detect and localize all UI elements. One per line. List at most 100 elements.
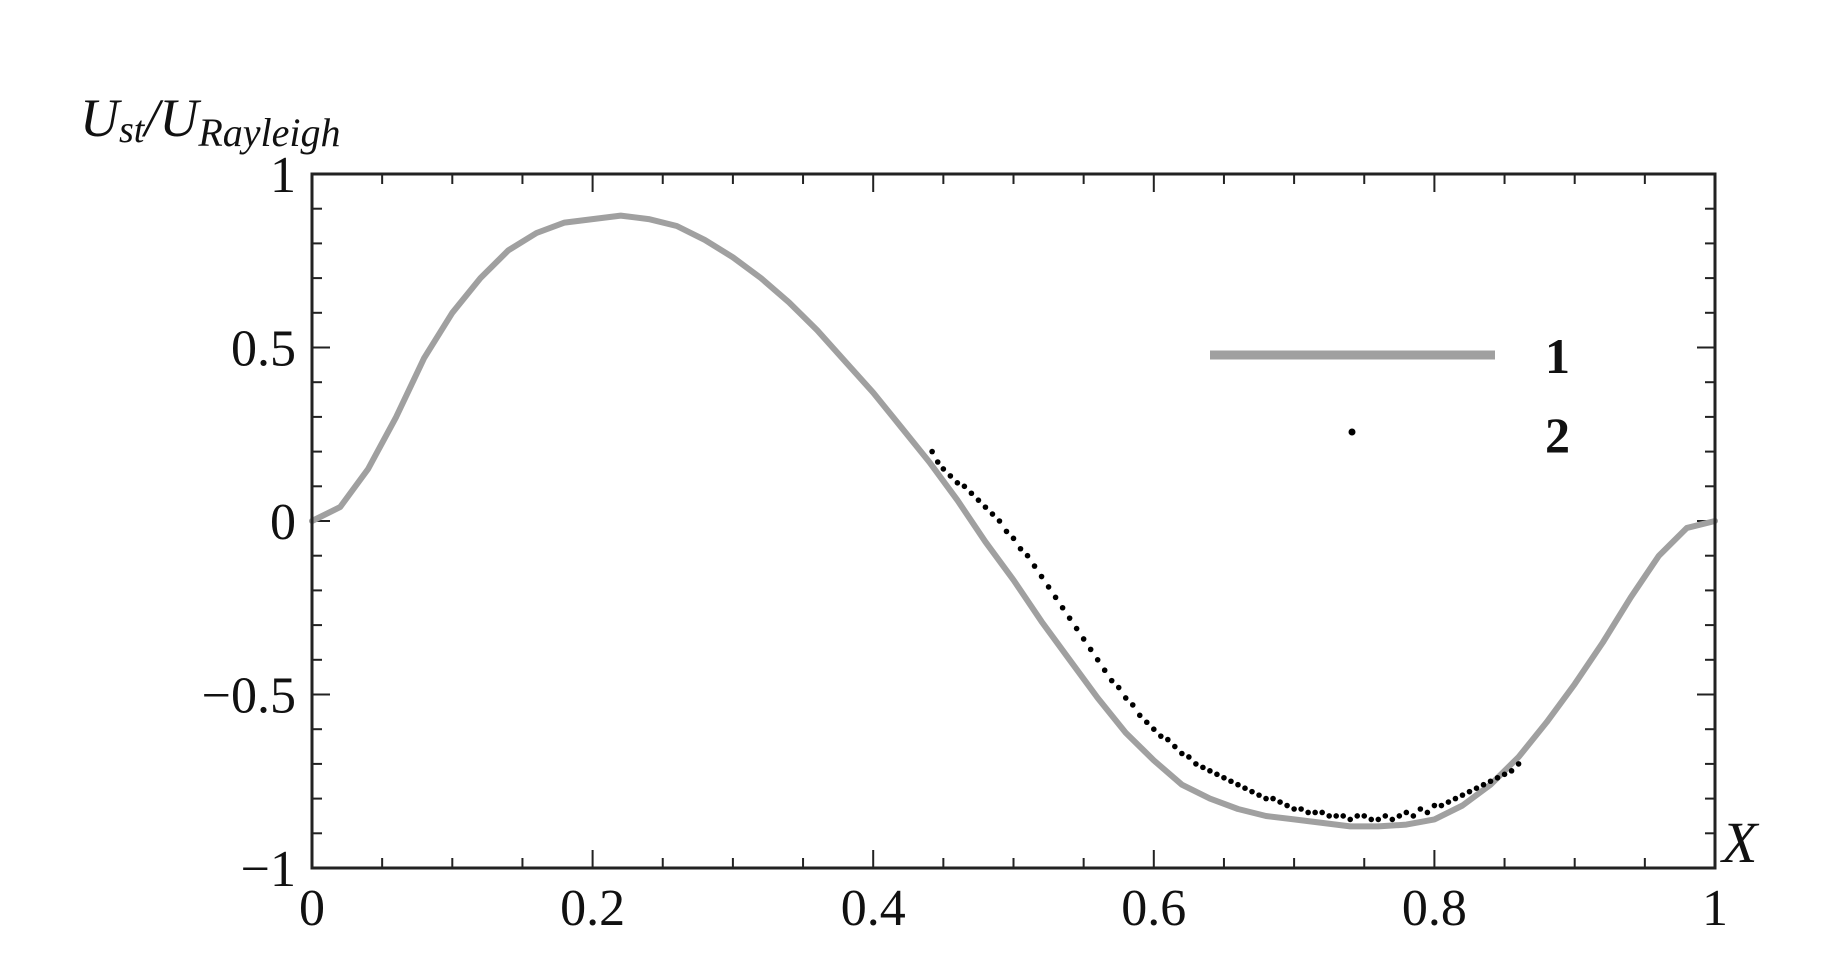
series-point-2 (1158, 733, 1164, 739)
legend: 12 (1210, 328, 1570, 463)
series-point-2 (1179, 750, 1185, 757)
series-point-2 (1052, 594, 1059, 601)
series-point-2 (1045, 584, 1052, 590)
series-point-2 (1340, 813, 1347, 819)
series-point-2 (1186, 754, 1192, 760)
series-point-2 (1494, 774, 1501, 781)
series-point-2 (1452, 795, 1459, 802)
series-point-2 (1228, 778, 1234, 785)
series-point-2 (1396, 813, 1403, 819)
series-point-2 (1122, 695, 1129, 701)
series-point-2 (1389, 816, 1396, 823)
series-point-2 (1424, 809, 1431, 816)
series-point-2 (1207, 768, 1213, 774)
series-point-2 (1017, 545, 1024, 552)
legend-label-1: 1 (1545, 328, 1570, 384)
x-tick-label: 0 (299, 880, 325, 937)
series-point-2 (1038, 573, 1045, 580)
series-point-2 (1347, 816, 1354, 823)
series-point-2 (1101, 667, 1108, 674)
y-tick-label: 0.5 (231, 321, 296, 378)
series-point-2 (1010, 535, 1017, 542)
series-point-2 (1087, 646, 1094, 653)
series-point-2 (968, 490, 975, 497)
y-axis-title: Ust/URayleigh (80, 88, 341, 155)
x-tick-label: 0.8 (1402, 880, 1467, 937)
series-point-2 (1466, 788, 1473, 795)
legend-label-2: 2 (1545, 407, 1570, 463)
x-tick-label: 0.2 (560, 880, 625, 937)
plot-frame (310, 172, 1717, 870)
series-point-2 (934, 459, 941, 465)
series-point-2 (1361, 813, 1368, 819)
series-point-2 (961, 483, 968, 490)
series-point-2 (996, 518, 1003, 524)
series-point-2 (1284, 802, 1290, 809)
series-point-2 (1094, 657, 1101, 663)
y-axis-title-main: U (80, 88, 122, 148)
x-tick-label: 1 (1702, 880, 1728, 937)
y-tick-label: −0.5 (202, 668, 296, 725)
series-point-2 (1431, 802, 1438, 809)
tick-labels: 0 0.2 0.4 0.6 0.8 1 1 0.5 0 −0.5 −1 (202, 147, 1728, 937)
series-point-2 (1480, 781, 1487, 788)
series-point-2 (1031, 563, 1038, 569)
series-point-2 (929, 448, 935, 455)
series-point-2 (1263, 795, 1269, 802)
series-point-2 (1326, 813, 1332, 819)
series-point-2 (1417, 806, 1424, 812)
series-point-2 (1354, 813, 1361, 819)
series-point-2 (1073, 625, 1080, 632)
ticks (311, 173, 1716, 869)
series-point-2 (1270, 795, 1276, 802)
series-point-2 (1080, 636, 1087, 642)
series-point-2 (1501, 771, 1508, 778)
series-point-2 (1221, 774, 1227, 781)
series-point-2 (1410, 813, 1417, 819)
series-point-2 (1473, 785, 1480, 791)
series-point-2 (982, 504, 989, 510)
series-point-2 (1024, 552, 1031, 559)
series-point-2 (1249, 788, 1255, 795)
series-point-2 (1200, 764, 1206, 771)
series-point-2 (1375, 816, 1382, 823)
x-tick-label: 0.4 (841, 880, 906, 937)
series-point-2 (1108, 677, 1115, 684)
series-point-2 (1165, 736, 1171, 743)
series-point-2 (1143, 719, 1150, 726)
series-point-2 (940, 466, 947, 472)
series-point-2 (1403, 809, 1410, 816)
series-point-2 (1256, 792, 1262, 798)
y-axis-title-sub2: Rayleigh (197, 110, 340, 155)
series-point-2 (1459, 792, 1466, 798)
series-point-2 (1115, 684, 1122, 691)
series-point-2 (1151, 726, 1157, 732)
series-point-2 (1277, 799, 1283, 805)
series-point-2 (1319, 809, 1325, 816)
series-point-2 (1242, 785, 1248, 791)
series-point-2 (1193, 761, 1199, 767)
x-tick-label: 0.6 (1121, 880, 1186, 937)
series-point-2 (1291, 806, 1297, 812)
series-point-2 (1298, 806, 1304, 812)
series-line-1 (309, 212, 1718, 830)
series-point-2 (954, 480, 961, 486)
y-tick-label: −1 (241, 841, 296, 898)
series-point-2 (1438, 802, 1445, 809)
series-point-2 (1066, 615, 1073, 621)
y-axis-title-slash: /U (141, 88, 201, 148)
series-point-2 (975, 497, 982, 503)
x-axis-title: X (1720, 810, 1760, 875)
series-point-2 (1003, 528, 1010, 535)
series-point-2 (1214, 771, 1220, 778)
series-point-2 (947, 473, 954, 479)
series-point-2 (1382, 813, 1389, 819)
series-layer (309, 212, 1718, 830)
series-point-2 (1136, 712, 1143, 719)
y-axis-title-sub1: st (119, 109, 146, 151)
series-point-2 (1515, 761, 1522, 767)
y-tick-label: 1 (270, 147, 296, 204)
series-point-2 (989, 511, 996, 517)
legend-swatch-2 (1348, 428, 1356, 436)
